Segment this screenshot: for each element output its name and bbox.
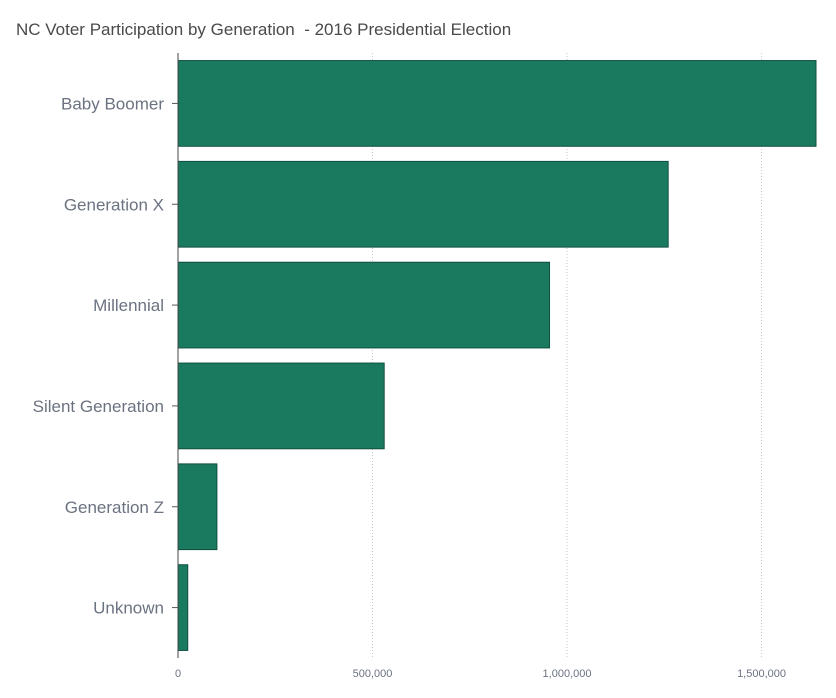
bars-layer	[177, 60, 817, 651]
bar[interactable]	[177, 463, 218, 551]
category-label: Silent Generation	[33, 397, 164, 416]
x-tick-label: 1,000,000	[543, 668, 592, 680]
bar[interactable]	[177, 564, 189, 651]
x-axis-ticks: 0 500,000 1,000,000 1,500,000	[175, 668, 786, 680]
chart-title: NC Voter Participation by Generation - 2…	[16, 20, 512, 39]
category-label: Baby Boomer	[61, 94, 164, 113]
grid-layer	[372, 53, 763, 658]
x-tick-label: 1,500,000	[737, 668, 786, 680]
bar[interactable]	[177, 362, 385, 450]
bar[interactable]	[177, 60, 817, 147]
bar[interactable]	[177, 261, 551, 349]
category-label: Millennial	[93, 296, 164, 315]
bar[interactable]	[177, 160, 669, 248]
x-tick-label: 0	[175, 668, 181, 680]
category-labels: Baby Boomer Generation X Millennial Silent …	[33, 94, 178, 618]
x-tick-label: 500,000	[353, 668, 393, 680]
category-label: Generation X	[64, 195, 164, 214]
category-label: Unknown	[93, 599, 164, 618]
category-label: Generation Z	[65, 498, 164, 517]
